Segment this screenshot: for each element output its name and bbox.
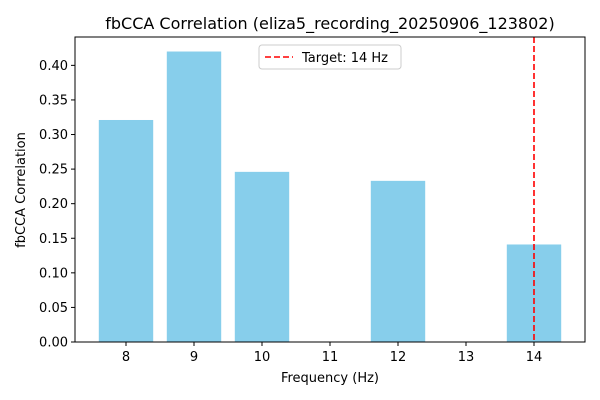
y-tick-label-4: 0.20 [39, 197, 68, 212]
bar-10-hz [234, 171, 290, 342]
y-axis: 0.00 0.05 0.10 0.15 0.20 0.25 0.30 0.35 0.40 [39, 59, 75, 351]
y-tick-label-8: 0.40 [39, 59, 68, 74]
x-tick-label-9: 9 [190, 350, 198, 365]
x-tick-label-12: 12 [390, 350, 407, 365]
legend-box [258, 44, 402, 70]
x-tick-label-13: 13 [458, 350, 475, 365]
bars-group [98, 51, 562, 343]
y-tick-label-1: 0.05 [39, 301, 68, 316]
y-axis-label: fbCCA Correlation [14, 132, 29, 248]
x-tick-label-14: 14 [526, 350, 543, 365]
bar-9-hz [166, 51, 222, 343]
y-tick-label-0: 0.00 [39, 336, 68, 351]
y-tick-label-6: 0.30 [39, 128, 68, 143]
bar-12-hz [370, 180, 426, 342]
y-tick-label-5: 0.25 [39, 163, 68, 178]
plot-frame [74, 36, 586, 343]
y-tick-label-3: 0.15 [39, 232, 68, 247]
x-axis: 8 9 10 11 12 13 14 [122, 342, 542, 365]
x-tick-label-8: 8 [122, 350, 130, 365]
x-axis-label: Frequency (Hz) [281, 371, 379, 386]
legend-target-label: Target: 14 Hz [301, 51, 388, 66]
bar-8-hz [98, 119, 154, 343]
y-tick-label-7: 0.35 [39, 93, 68, 108]
x-tick-label-10: 10 [254, 350, 271, 365]
y-tick-label-2: 0.10 [39, 266, 68, 281]
chart-title: fbCCA Correlation (eliza5_recording_2025… [105, 14, 554, 34]
x-tick-label-11: 11 [322, 350, 339, 365]
legend: Target: 14 Hz [258, 44, 402, 70]
